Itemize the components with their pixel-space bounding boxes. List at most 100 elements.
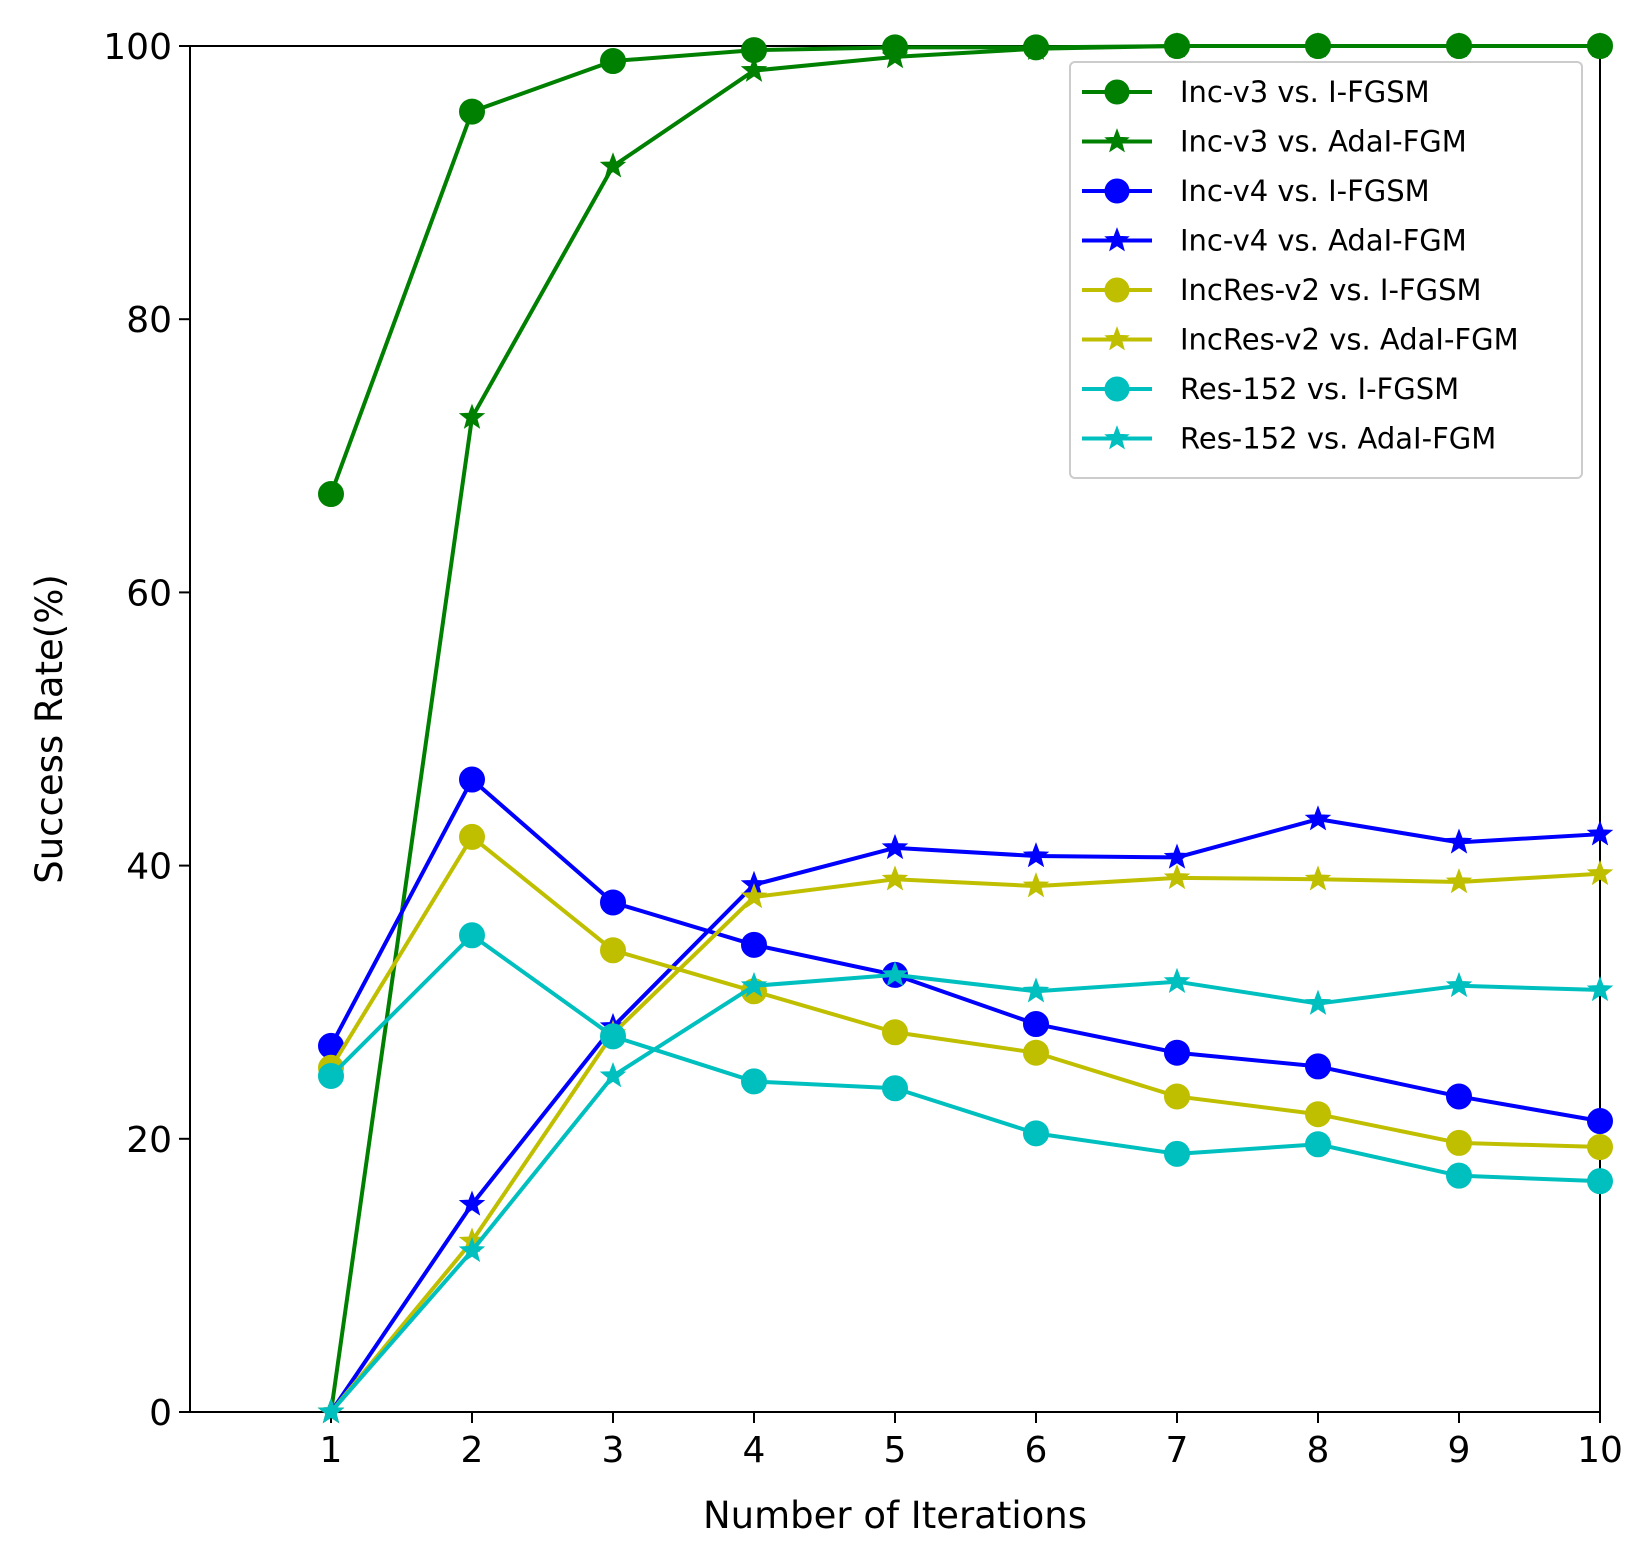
legend-entry: IncRes-v2 vs. I-FGSM [1082,273,1482,307]
data-point-star [1022,872,1050,898]
legend-entry: Inc-v4 vs. AdaI-FGM [1082,224,1467,258]
x-tick-label: 9 [1448,1430,1471,1471]
x-tick-label: 7 [1166,1430,1189,1471]
data-point-circle [1587,1108,1613,1135]
data-point-circle [459,766,485,793]
data-point-star [1445,32,1473,58]
x-tick-label: 10 [1577,1430,1623,1471]
x-tick-label: 5 [884,1430,907,1471]
x-tick-label: 8 [1307,1430,1330,1471]
data-point-star [1586,820,1614,846]
data-point-circle [1164,1140,1190,1167]
series-line [328,44,1602,1415]
series-line [328,972,1603,1415]
legend-entry: Inc-v3 vs. I-FGSM [1082,75,1430,109]
x-tick-label: 1 [320,1430,343,1471]
x-tick-label: 6 [1025,1430,1048,1471]
data-point-circle [1164,1083,1190,1110]
data-point-circle [741,931,767,958]
legend-label: Inc-v3 vs. I-FGSM [1180,75,1430,109]
data-point-circle [1023,1039,1049,1066]
data-point-star [1022,842,1050,868]
data-point-star [1304,989,1332,1015]
data-point-star [1445,868,1473,894]
data-point-circle [318,1062,344,1089]
data-point-circle [882,1019,908,1046]
data-point-star [1586,859,1614,886]
series-7 [317,960,1614,1424]
data-point-star [1163,967,1191,993]
data-point-circle [1446,1083,1472,1110]
data-point-circle [1587,1133,1613,1160]
legend-swatch-star [1104,128,1130,153]
legend-swatch-circle [1104,376,1130,402]
data-point-star [740,971,768,998]
y-axis-label: Success Rate(%) [28,574,71,884]
series-line [328,871,1603,1415]
data-point-circle [1023,1011,1049,1038]
data-point-circle [741,1068,767,1095]
x-tick-label: 4 [743,1430,766,1471]
y-tick-label: 100 [103,27,172,68]
data-point-circle [459,922,485,949]
data-point-star [1304,865,1332,891]
legend-entry: Inc-v4 vs. I-FGSM [1082,174,1430,208]
series-1 [317,32,1614,1424]
data-point-circle [1305,1053,1331,1080]
data-point-star [1445,828,1473,854]
legend-swatch-star [1104,227,1130,252]
y-tick-label: 40 [126,847,172,888]
data-point-star [317,1398,345,1424]
legend-swatch-star [1104,425,1130,450]
data-point-star [458,1236,486,1263]
data-point-circle [1164,1039,1190,1066]
series-group [317,32,1614,1424]
data-point-circle [600,1023,626,1050]
y-tick-label: 80 [126,300,172,341]
data-point-star [881,833,909,860]
data-point-circle [318,481,344,508]
data-point-circle [1446,1162,1472,1189]
data-point-star [1163,843,1191,869]
data-point-star [1586,32,1614,58]
data-point-star [1586,975,1614,1002]
data-point-circle [1305,1101,1331,1128]
legend-label: Inc-v4 vs. I-FGSM [1180,174,1430,208]
legend-label: IncRes-v2 vs. AdaI-FGM [1180,323,1519,357]
series-line [328,777,1603,1124]
data-point-star [1445,971,1473,998]
x-tick-label: 3 [602,1430,625,1471]
data-point-circle [459,98,485,125]
legend-box [1069,61,1583,479]
data-point-star [1022,34,1050,60]
x-tick-label: 2 [461,1430,484,1471]
data-point-star [458,403,486,429]
legend-swatch-circle [1104,79,1130,105]
legend-entry: Res-152 vs. I-FGSM [1082,372,1459,406]
data-point-circle [600,48,626,75]
y-tick-label: 0 [149,1393,172,1434]
x-axis-label: Number of Iterations [703,1494,1087,1537]
legend-entry: Res-152 vs. AdaI-FGM [1082,422,1496,456]
legend-entry: IncRes-v2 vs. AdaI-FGM [1082,323,1519,357]
data-point-circle [882,1075,908,1102]
y-tick-label: 60 [126,573,172,614]
data-point-star [740,883,768,909]
legend: Inc-v3 vs. I-FGSM Inc-v3 vs. AdaI-FGM Inc-… [1069,61,1583,479]
data-point-circle [1587,1168,1613,1195]
data-point-star [881,865,909,891]
data-point-circle [600,937,626,964]
series-6 [318,922,1613,1195]
data-point-star [1022,977,1050,1003]
data-point-star [599,152,627,178]
legend-label: IncRes-v2 vs. I-FGSM [1180,273,1482,307]
series-line [328,817,1603,1415]
legend-entry: Inc-v3 vs. AdaI-FGM [1082,125,1467,159]
data-point-star [1304,32,1332,58]
data-point-circle [600,889,626,916]
data-point-star [458,1190,486,1216]
data-point-star [881,43,909,69]
legend-label: Inc-v3 vs. AdaI-FGM [1180,125,1467,159]
